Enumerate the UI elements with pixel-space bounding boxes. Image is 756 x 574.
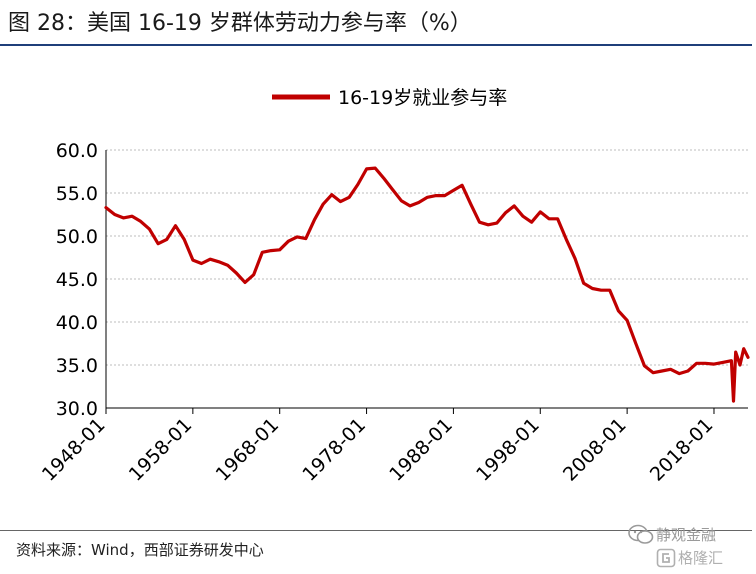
watermark-bottom-text: 格隆汇	[678, 549, 724, 567]
x-tick-label-7: 2018-01	[646, 414, 718, 486]
y-tick-label-6: 60.0	[56, 140, 98, 162]
title-divider	[0, 44, 752, 46]
y-tick-label-2: 40.0	[56, 312, 98, 334]
wechat-icon	[628, 524, 654, 544]
legend-label-0: 16-19岁就业参与率	[338, 87, 507, 109]
y-tick-label-0: 30.0	[56, 398, 98, 420]
x-tick-label-5: 1998-01	[472, 414, 544, 486]
series-line-0	[104, 166, 750, 403]
x-tick-label-2: 1968-01	[212, 414, 284, 486]
source-note: 资料来源：Wind，西部证券研发中心	[16, 541, 264, 559]
x-tick-label-6: 2008-01	[559, 414, 631, 486]
y-tick-label-5: 55.0	[56, 183, 98, 205]
gridlines	[106, 149, 748, 366]
series-layer	[104, 166, 750, 403]
x-tick-label-4: 1988-01	[385, 414, 457, 486]
y-tick-label-3: 45.0	[56, 269, 98, 291]
gelonghui-logo-icon	[656, 548, 676, 568]
y-tick-label-1: 35.0	[56, 355, 98, 377]
footer-divider	[0, 530, 752, 531]
y-tick-label-4: 50.0	[56, 226, 98, 248]
x-tick-label-1: 1958-01	[125, 414, 197, 486]
x-tick-label-3: 1978-01	[298, 414, 370, 486]
watermark-top-text: 静观金融	[656, 526, 717, 544]
watermark: 静观金融 格隆汇	[628, 520, 752, 570]
x-tick-label-0: 1948-01	[38, 414, 110, 486]
legend: 16-19岁就业参与率	[272, 87, 507, 109]
figure-title: 图 28：美国 16-19 岁群体劳动力参与率（%）	[8, 11, 472, 36]
